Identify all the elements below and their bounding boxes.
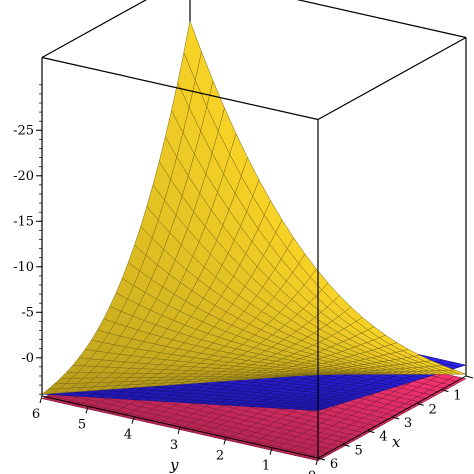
x-tick	[465, 375, 474, 379]
z-tick-label: -10	[13, 260, 34, 275]
z-axis: -25 -20 -15 -10 -5 -0	[13, 57, 43, 396]
x-tick-label: 2	[429, 402, 437, 417]
y-tick-label: 3	[170, 438, 178, 453]
x-tick-label: 3	[404, 416, 412, 431]
x-tick	[416, 402, 424, 406]
y-tick	[131, 416, 135, 424]
surface-patch	[447, 375, 467, 383]
y-tick	[269, 447, 273, 455]
surfaces	[41, 20, 467, 461]
surface-patch	[447, 362, 467, 368]
y-tick-label: 0	[308, 469, 316, 474]
y-axis: 6 5 4 3 2 1 0	[32, 395, 319, 474]
x-tick-label: 4	[379, 430, 387, 445]
x-axis-label: x	[392, 433, 401, 451]
frame-edge	[41, 0, 147, 59]
x-tick-label: 5	[355, 443, 363, 458]
y-tick-label: 2	[216, 448, 224, 463]
y-tick-label: 1	[262, 459, 270, 474]
y-tick	[39, 395, 43, 404]
y-tick	[223, 437, 227, 445]
z-tick-label: -5	[21, 305, 34, 320]
z-tick-label: -0	[21, 351, 34, 366]
z-tick-label: -25	[13, 123, 34, 138]
y-tick	[177, 426, 181, 435]
z-tick-label: -15	[13, 214, 34, 229]
y-tick-label: 6	[32, 407, 40, 422]
frame-edge	[317, 36, 467, 121]
x-tick-label: 1	[453, 389, 461, 404]
frame-edge	[41, 56, 319, 121]
y-tick-label: 5	[78, 417, 86, 432]
y-tick	[85, 406, 89, 414]
x-tick	[441, 389, 449, 393]
surface-0	[41, 20, 467, 395]
y-tick	[315, 457, 319, 466]
x-axis: 0123456	[317, 375, 474, 472]
z-tick-label: -20	[13, 169, 34, 184]
frame-edge	[296, 0, 467, 39]
surface-patch	[448, 369, 467, 375]
x-tick	[391, 416, 400, 420]
x-tick	[317, 457, 326, 461]
x-tick	[367, 430, 375, 434]
y-axis-label: y	[169, 456, 179, 474]
x-tick-label: 6	[330, 457, 338, 472]
y-tick-label: 4	[124, 428, 132, 443]
x-tick	[342, 443, 350, 447]
